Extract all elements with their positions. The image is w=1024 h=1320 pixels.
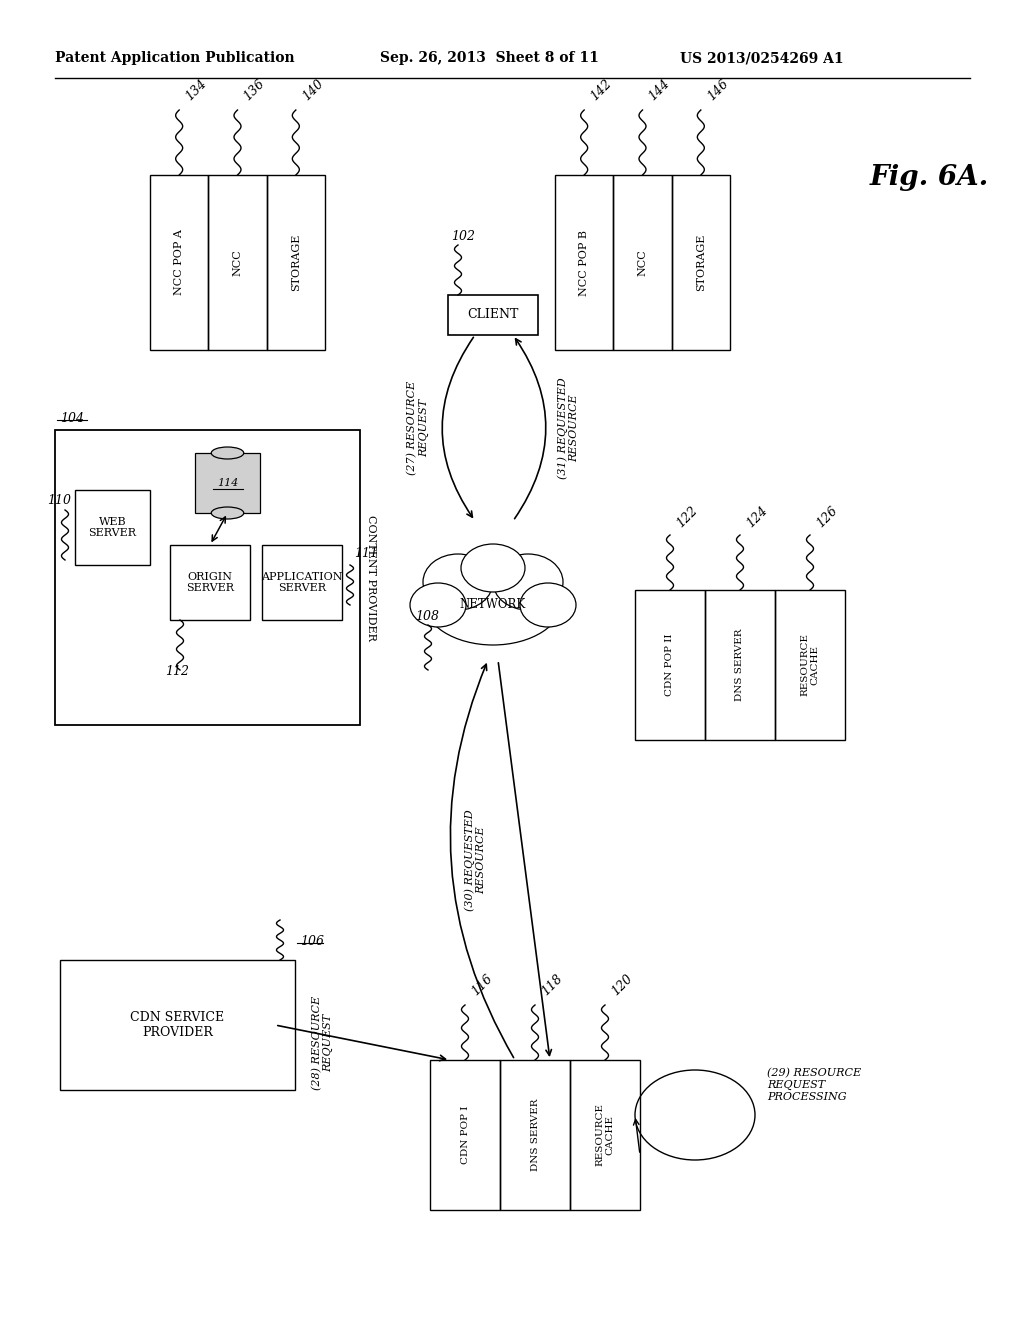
Ellipse shape (211, 507, 244, 519)
Text: 110: 110 (47, 494, 71, 507)
Text: 126: 126 (814, 504, 840, 531)
Bar (170, 545, 250, 620)
Text: NCC: NCC (638, 249, 647, 276)
Bar (262, 545, 342, 620)
Bar (672, 176, 730, 350)
Text: RESOURCE
CACHE: RESOURCE CACHE (595, 1104, 614, 1167)
Text: (30) REQUESTED
RESOURCE: (30) REQUESTED RESOURCE (464, 809, 486, 911)
Text: CLIENT: CLIENT (467, 309, 519, 322)
Text: 142: 142 (588, 77, 614, 103)
Bar (635, 590, 705, 741)
Text: CONTENT PROVIDER: CONTENT PROVIDER (366, 515, 376, 640)
Text: 104: 104 (60, 412, 84, 425)
Bar (430, 1060, 500, 1210)
Ellipse shape (410, 583, 466, 627)
Text: (28) RESOURCE
REQUEST: (28) RESOURCE REQUEST (311, 995, 334, 1089)
Text: 111: 111 (354, 546, 378, 560)
Text: STORAGE: STORAGE (696, 234, 706, 292)
Text: 134: 134 (183, 77, 209, 103)
Bar (570, 1060, 640, 1210)
Text: Patent Application Publication: Patent Application Publication (55, 51, 295, 65)
Text: DNS SERVER: DNS SERVER (735, 628, 744, 701)
Text: US 2013/0254269 A1: US 2013/0254269 A1 (680, 51, 844, 65)
Text: CDN SERVICE
PROVIDER: CDN SERVICE PROVIDER (130, 1011, 224, 1039)
Bar (449, 294, 538, 335)
Text: Sep. 26, 2013  Sheet 8 of 11: Sep. 26, 2013 Sheet 8 of 11 (380, 51, 599, 65)
Text: NCC POP B: NCC POP B (580, 230, 589, 296)
Bar (75, 490, 150, 565)
Bar (208, 176, 266, 350)
Bar (150, 176, 208, 350)
Bar (60, 960, 295, 1090)
Text: WEB
SERVER: WEB SERVER (88, 516, 136, 539)
Ellipse shape (461, 544, 525, 591)
Ellipse shape (520, 583, 575, 627)
Text: NCC POP A: NCC POP A (174, 230, 184, 296)
Text: 102: 102 (451, 230, 475, 243)
Text: 120: 120 (609, 972, 635, 998)
Bar (775, 590, 845, 741)
Text: CDN POP II: CDN POP II (666, 634, 675, 696)
Ellipse shape (493, 554, 563, 610)
Bar (55, 430, 360, 725)
Text: (27) RESOURCE
REQUEST: (27) RESOURCE REQUEST (407, 381, 429, 475)
Text: 146: 146 (705, 77, 731, 103)
Text: NETWORK: NETWORK (460, 598, 526, 611)
Text: Fig. 6A.: Fig. 6A. (870, 164, 989, 191)
Text: 140: 140 (300, 77, 326, 103)
Text: STORAGE: STORAGE (291, 234, 301, 292)
Bar (266, 176, 325, 350)
Text: APPLICATION
SERVER: APPLICATION SERVER (261, 572, 343, 593)
Text: CDN POP I: CDN POP I (461, 1106, 469, 1164)
Bar (613, 176, 672, 350)
Text: 108: 108 (415, 610, 439, 623)
Text: 118: 118 (539, 972, 565, 998)
Ellipse shape (423, 554, 563, 645)
Text: 114: 114 (217, 478, 239, 488)
Text: 122: 122 (674, 504, 700, 531)
Text: RESOURCE
CACHE: RESOURCE CACHE (801, 634, 819, 697)
Text: 112: 112 (165, 665, 189, 678)
Ellipse shape (211, 447, 244, 459)
Text: 136: 136 (242, 77, 267, 103)
Bar (555, 176, 613, 350)
Text: (31) REQUESTED
RESOURCE: (31) REQUESTED RESOURCE (557, 378, 580, 479)
Bar (195, 453, 260, 513)
Text: ORIGIN
SERVER: ORIGIN SERVER (186, 572, 234, 593)
Text: 106: 106 (300, 935, 324, 948)
Text: (29) RESOURCE
REQUEST
PROCESSING: (29) RESOURCE REQUEST PROCESSING (767, 1068, 861, 1102)
Text: 124: 124 (744, 504, 770, 531)
Text: 116: 116 (469, 972, 496, 998)
Bar (705, 590, 775, 741)
Text: 144: 144 (646, 77, 673, 103)
Bar (500, 1060, 570, 1210)
Ellipse shape (423, 554, 493, 610)
Text: NCC: NCC (232, 249, 243, 276)
Text: DNS SERVER: DNS SERVER (530, 1098, 540, 1171)
